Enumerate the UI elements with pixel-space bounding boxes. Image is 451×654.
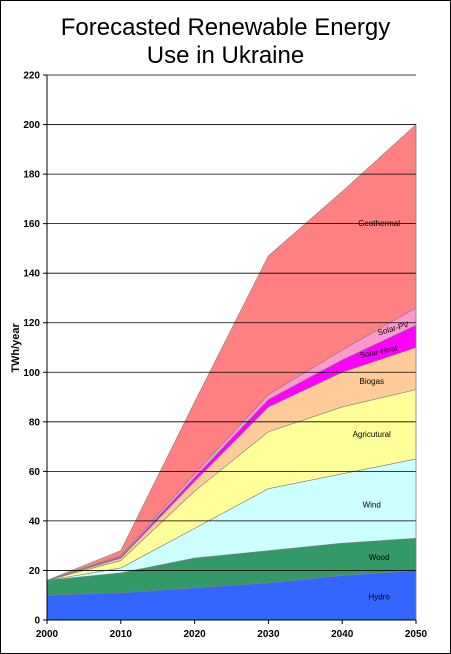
x-tick-label: 2050: [405, 629, 428, 640]
y-axis-label: TWh/year: [10, 323, 22, 373]
y-tick-label: 0: [34, 616, 40, 627]
x-tick-label: 2010: [110, 629, 133, 640]
series-label-biogas: Biogas: [359, 377, 383, 386]
chart-title-line-1: Forecasted Renewable Energy: [60, 14, 391, 41]
y-tick-label: 120: [23, 318, 40, 329]
y-tick-label: 20: [29, 566, 41, 577]
y-tick-label: 60: [29, 467, 41, 478]
series-label-hydro: Hydro: [368, 592, 390, 601]
series-label-agricutural: Agricutural: [353, 430, 391, 439]
x-tick-label: 2020: [183, 629, 206, 640]
gridlines: [47, 74, 416, 571]
x-tick-label: 2030: [257, 629, 280, 640]
y-tick-label: 140: [23, 269, 40, 280]
series-label-geothermal: Geothermal: [358, 219, 400, 228]
y-tick-label: 200: [23, 120, 40, 131]
x-tick-label: 2040: [331, 629, 354, 640]
y-tick-label: 80: [29, 417, 41, 428]
x-tick-label: 2000: [36, 629, 59, 640]
y-tick-label: 160: [23, 219, 40, 230]
chart-title: Forecasted Renewable Energy Use in Ukrai…: [0, 14, 451, 70]
y-tick-label: 40: [29, 516, 41, 527]
series-label-wood: Wood: [369, 553, 390, 562]
chart-title-line-2: Use in Ukraine: [146, 42, 305, 69]
series-label-wind: Wind: [363, 501, 381, 510]
y-tick-label: 220: [23, 71, 40, 82]
y-tick-label: 180: [23, 170, 40, 181]
axes: [43, 74, 417, 624]
y-tick-label: 100: [23, 368, 40, 379]
